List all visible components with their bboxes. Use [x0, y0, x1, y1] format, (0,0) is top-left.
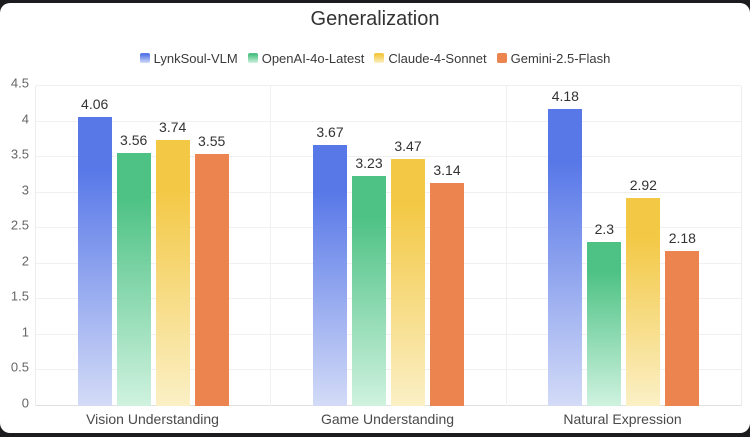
x-axis-labels: Vision Understanding Game Understanding Na… — [35, 411, 740, 431]
bar-value-label: 3.47 — [394, 138, 422, 155]
gridline — [36, 191, 741, 193]
category-panel-2: 4.18 2.3 2.92 2.18 — [505, 86, 741, 406]
bar-value-label: 3.67 — [316, 124, 344, 141]
legend-item-1[interactable]: OpenAI-4o-Latest — [247, 50, 365, 66]
gridline — [36, 298, 741, 300]
plot-area: 4.06 3.56 3.74 3.55 3.67 3.23 3.47 3.14 4.18 2.3 2… — [35, 85, 742, 406]
bar-LynkSoul-VLM-2[interactable]: 4.18 — [548, 88, 583, 406]
bar-value-label: 4.06 — [81, 96, 109, 113]
y-tick-label: 4 — [21, 111, 29, 127]
gridline — [36, 333, 741, 335]
legend-label: Gemini-2.5-Flash — [510, 50, 611, 66]
bar-value-label: 4.18 — [551, 87, 579, 104]
y-tick-label: 1 — [21, 324, 29, 340]
legend-swatch-icon — [496, 53, 507, 63]
y-tick-label: 3 — [21, 182, 29, 198]
bar-value-label: 3.23 — [355, 155, 383, 172]
y-tick-label: 2.5 — [10, 217, 29, 233]
bar-OpenAI-4o-Latest-1[interactable]: 3.23 — [351, 155, 386, 406]
legend-swatch-icon — [139, 53, 150, 63]
bar-LynkSoul-VLM-0[interactable]: 4.06 — [77, 96, 112, 406]
chart-title: Generalization — [310, 8, 440, 30]
x-tick-label-2: Natural Expression — [563, 411, 682, 427]
y-tick-label: 1.5 — [10, 288, 29, 304]
bar-Gemini-2.5-Flash-1[interactable]: 3.14 — [429, 162, 464, 406]
legend-label: Claude-4-Sonnet — [388, 50, 487, 66]
gridline — [36, 85, 741, 86]
legend-swatch-icon — [247, 53, 258, 63]
x-tick-label-1: Game Understanding — [320, 411, 455, 427]
legend: LynkSoul-VLM OpenAI-4o-Latest Claude-4-Son… — [0, 49, 750, 67]
bar-value-label: 2.3 — [594, 221, 615, 238]
gridline — [36, 369, 741, 371]
bar-value-label: 3.14 — [433, 161, 461, 178]
legend-item-3[interactable]: Gemini-2.5-Flash — [496, 50, 611, 66]
bar-OpenAI-4o-Latest-2[interactable]: 2.3 — [587, 221, 622, 406]
y-tick-label: 4.5 — [10, 75, 29, 91]
gridline — [36, 262, 741, 264]
bar-value-label: 2.18 — [668, 229, 696, 246]
y-tick-label: 0 — [21, 395, 29, 411]
bar-value-label: 2.92 — [629, 177, 657, 194]
legend-label: LynkSoul-VLM — [153, 50, 238, 66]
y-axis: 0 0.5 1 1.5 2 2.5 3 3.5 4 4.5 — [0, 76, 29, 411]
bar-value-label: 3.74 — [159, 119, 187, 136]
chart-card: Generalization LynkSoul-VLM OpenAI-4o-Lat… — [0, 3, 750, 433]
category-panel-0: 4.06 3.56 3.74 3.55 — [36, 86, 270, 406]
gridline — [36, 227, 741, 229]
legend-item-0[interactable]: LynkSoul-VLM — [139, 50, 238, 66]
y-tick-label: 0.5 — [10, 359, 29, 375]
bar-Gemini-2.5-Flash-0[interactable]: 3.55 — [194, 133, 229, 406]
bar-Claude-4-Sonnet-1[interactable]: 3.47 — [390, 138, 425, 406]
bar-LynkSoul-VLM-1[interactable]: 3.67 — [312, 124, 347, 406]
bar-value-label: 3.56 — [120, 131, 148, 148]
bar-Gemini-2.5-Flash-2[interactable]: 2.18 — [665, 230, 700, 406]
y-tick-label: 2 — [21, 253, 29, 269]
legend-swatch-icon — [374, 53, 385, 63]
bar-value-label: 3.55 — [198, 132, 226, 149]
gridline — [36, 120, 741, 122]
x-axis-line — [36, 405, 741, 406]
legend-label: OpenAI-4o-Latest — [261, 50, 365, 66]
bar-Claude-4-Sonnet-2[interactable]: 2.92 — [626, 177, 661, 406]
x-tick-label-0: Vision Understanding — [86, 411, 219, 427]
category-panel-1: 3.67 3.23 3.47 3.14 — [270, 86, 505, 406]
bar-Claude-4-Sonnet-0[interactable]: 3.74 — [155, 119, 190, 406]
legend-item-2[interactable]: Claude-4-Sonnet — [374, 50, 487, 66]
y-tick-label: 3.5 — [10, 146, 29, 162]
bar-OpenAI-4o-Latest-0[interactable]: 3.56 — [116, 132, 151, 406]
gridline — [36, 156, 741, 158]
